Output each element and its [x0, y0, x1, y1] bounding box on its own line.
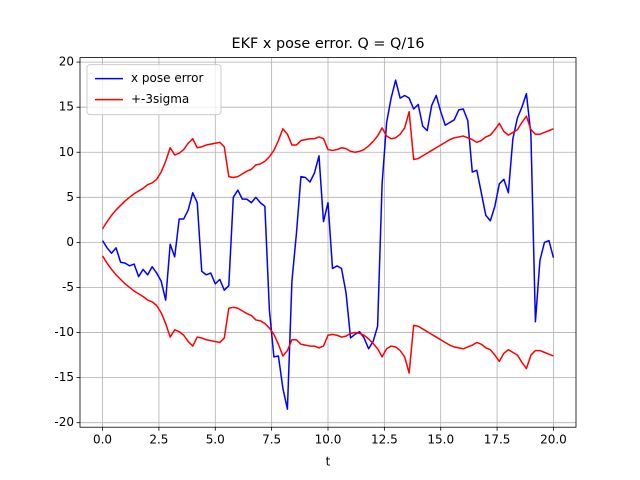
data-line [101, 79, 555, 410]
x-tick-label: 17.5 [484, 433, 511, 447]
data-line [101, 110, 554, 230]
y-tick-label: 5 [66, 190, 74, 204]
y-tick-label: 0 [66, 235, 74, 249]
x-tick-label: 15.0 [427, 433, 454, 447]
chart-title: EKF x pose error. Q = Q/16 [231, 36, 424, 52]
x-tick-label: 10.0 [315, 433, 342, 447]
y-tick-label: -15 [54, 370, 74, 384]
plot-frame [79, 57, 577, 428]
x-tick-label: 2.5 [149, 433, 168, 447]
y-tick-label: 10 [59, 145, 74, 159]
x-tick-label: 12.5 [371, 433, 398, 447]
legend-label: +-3sigma [131, 92, 189, 106]
x-tick-label: 20.0 [540, 433, 567, 447]
legend-box [86, 64, 222, 116]
legend-label: x pose error [131, 71, 203, 85]
x-tick-label: 5.0 [206, 433, 225, 447]
data-line [101, 255, 554, 374]
y-tick-label: -5 [62, 280, 74, 294]
y-tick-label: -10 [54, 325, 74, 339]
x-axis-label: t [326, 455, 331, 469]
x-tick-label: 0.0 [93, 433, 112, 447]
y-tick-label: -20 [54, 415, 74, 429]
y-tick-label: 20 [59, 55, 74, 69]
x-tick-label: 7.5 [262, 433, 281, 447]
y-tick-label: 15 [59, 100, 74, 114]
